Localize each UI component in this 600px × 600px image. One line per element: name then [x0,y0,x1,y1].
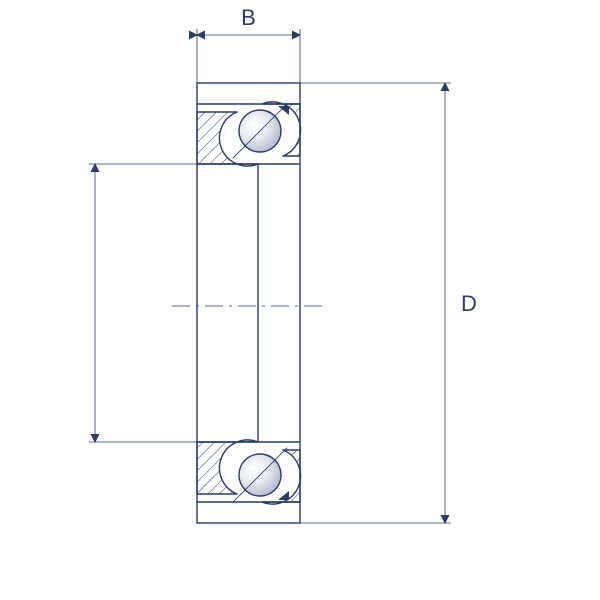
dim-d-label: D [461,291,477,316]
bottom-contact-wedge [278,491,289,500]
dim-b-label: B [241,5,256,30]
